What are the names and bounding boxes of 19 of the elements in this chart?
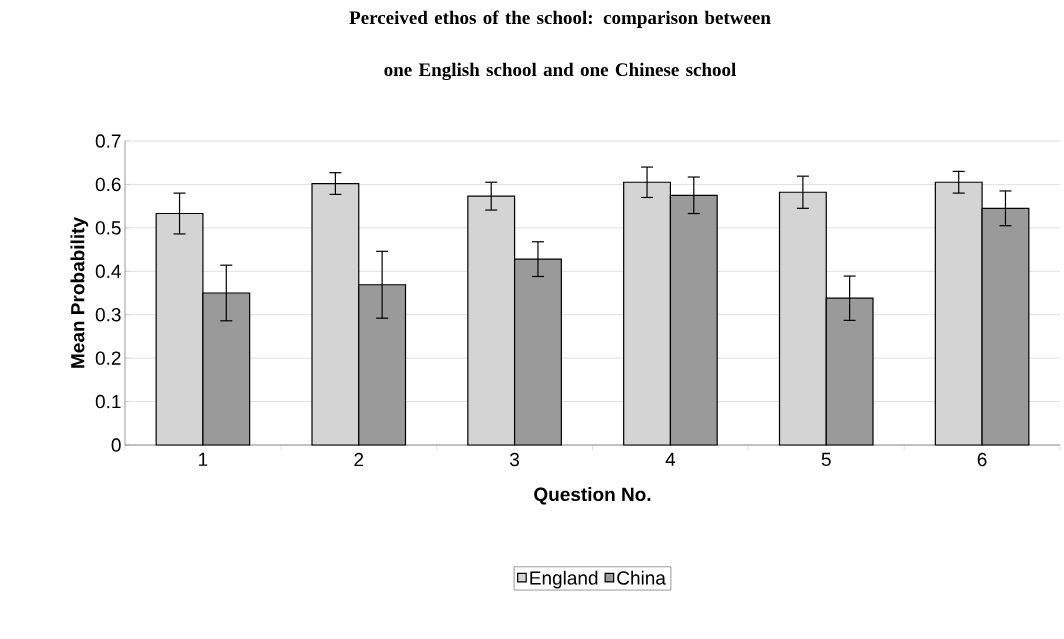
y-tick-label: 0.5 — [95, 221, 121, 235]
legend-label: England — [530, 570, 598, 589]
x-tick-label: 6 — [977, 452, 987, 467]
chart-title: Perceived ethos of the school: comparison between one English school and one Chinese school — [349, 10, 771, 81]
y-tick-label: 0.6 — [95, 177, 121, 192]
x-tick-label: 2 — [354, 452, 364, 467]
x-axis-title: Question No. — [534, 487, 651, 505]
y-tick-label: 0.7 — [95, 134, 121, 148]
y-axis-title: Mean Probability — [70, 217, 89, 368]
y-tick-label: 0.3 — [95, 307, 121, 322]
y-tick-label: 0.4 — [95, 264, 121, 279]
y-tick-label: 0.2 — [95, 351, 121, 365]
x-tick-label: 3 — [510, 452, 520, 467]
x-tick-label: 1 — [199, 452, 208, 466]
x-tick-label: 5 — [821, 452, 831, 467]
x-tick-label: 4 — [665, 452, 676, 466]
legend-label: China — [617, 570, 666, 585]
y-tick-label: 0 — [111, 438, 121, 452]
y-tick-label: 0.1 — [95, 394, 121, 409]
